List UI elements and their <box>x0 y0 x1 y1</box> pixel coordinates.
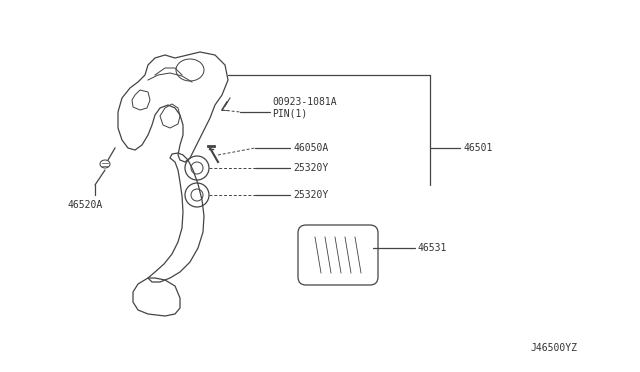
Text: 46520A: 46520A <box>68 200 103 210</box>
Text: 46501: 46501 <box>463 143 492 153</box>
Text: 46531: 46531 <box>418 243 447 253</box>
Text: 25320Y: 25320Y <box>293 163 328 173</box>
Text: 00923-1081A
PIN(1): 00923-1081A PIN(1) <box>272 97 337 119</box>
Text: 25320Y: 25320Y <box>293 190 328 200</box>
Text: J46500YZ: J46500YZ <box>530 343 577 353</box>
Text: 46050A: 46050A <box>293 143 328 153</box>
